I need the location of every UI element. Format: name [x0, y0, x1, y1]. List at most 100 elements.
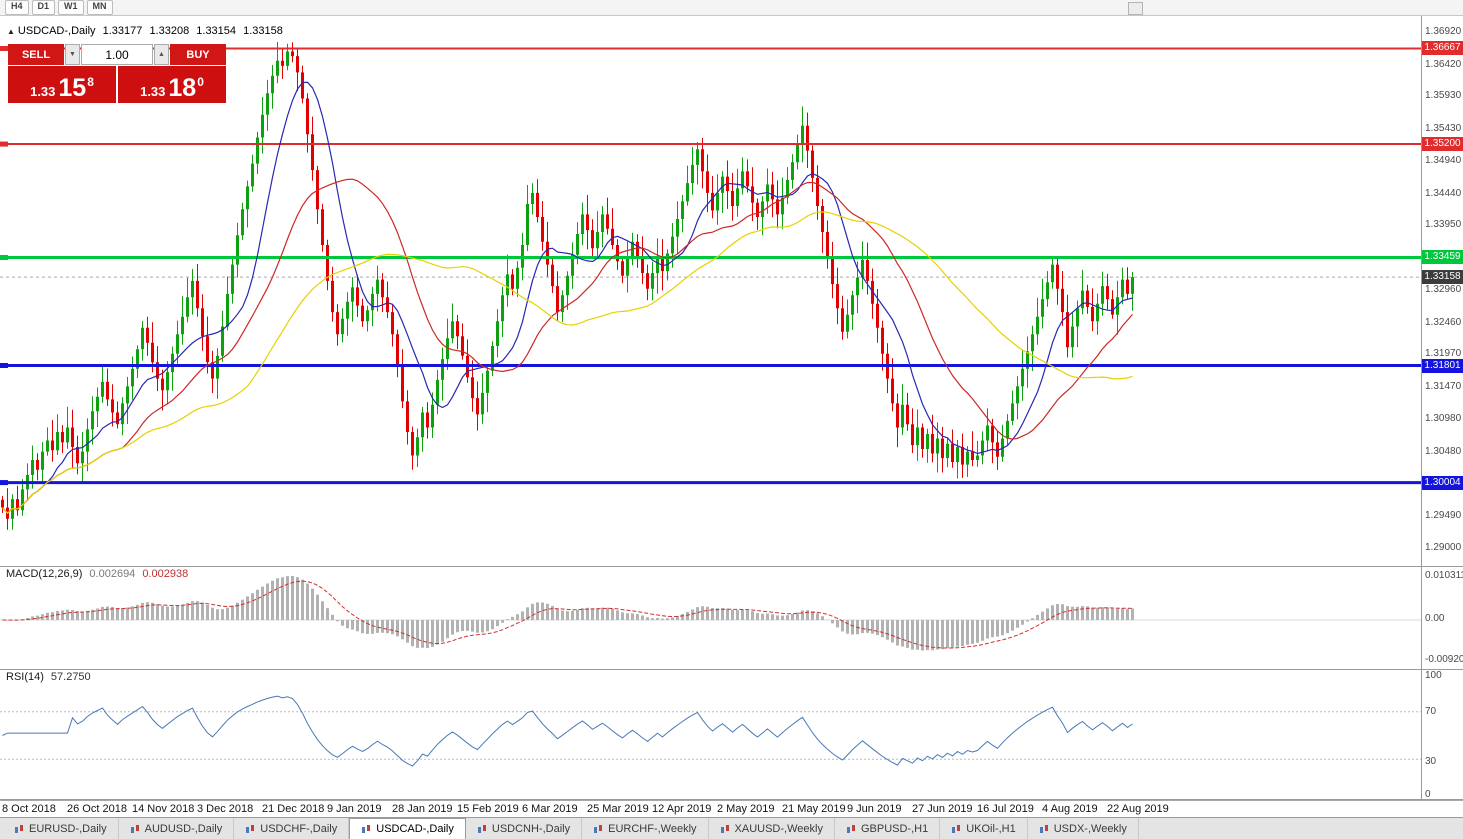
- date-label: 4 Aug 2019: [1042, 803, 1098, 815]
- price-level-flag: 1.35200: [1422, 137, 1463, 151]
- buy-price-main: 1.33: [140, 84, 166, 99]
- buy-price-sup: 0: [197, 75, 204, 89]
- buy-price-pips: 18: [168, 74, 197, 102]
- date-label: 22 Aug 2019: [1107, 803, 1169, 815]
- chart-tab[interactable]: EURUSD-,Daily: [3, 818, 119, 839]
- rsi-panel-label: RSI(14) 57.2750: [6, 671, 91, 683]
- date-label: 25 Mar 2019: [587, 803, 649, 815]
- chart-mini-button[interactable]: [1128, 2, 1143, 15]
- chart-tab[interactable]: UKOil-,H1: [940, 818, 1028, 839]
- macd-histogram: [6, 576, 1134, 651]
- timeframe-button-mn[interactable]: MN: [86, 0, 113, 15]
- price-level-flag: 1.30004: [1422, 476, 1463, 490]
- moving-average-line: [2, 178, 1133, 514]
- date-label: 8 Oct 2018: [2, 803, 56, 815]
- tab-label: EURCHF-,Weekly: [608, 822, 697, 835]
- chart-tab[interactable]: AUDUSD-,Daily: [119, 818, 235, 839]
- timeframe-button-d1[interactable]: D1: [31, 0, 56, 15]
- date-label: 12 Apr 2019: [652, 803, 712, 815]
- price-tick-label: 1.34940: [1425, 155, 1462, 166]
- date-label: 14 Nov 2018: [132, 803, 195, 815]
- date-label: 2 May 2019: [717, 803, 775, 815]
- volume-increase-button[interactable]: ▲: [154, 44, 169, 65]
- price-tick-label: 1.33950: [1425, 219, 1462, 230]
- price-tick-label: 1.32960: [1425, 284, 1462, 295]
- price-level-flag: 1.36667: [1422, 41, 1463, 55]
- tab-label: UKOil-,H1: [966, 822, 1016, 835]
- quote-high: 1.33208: [149, 25, 190, 37]
- chart-icon: ▲: [7, 27, 15, 36]
- volume-input[interactable]: [81, 44, 153, 65]
- sell-button[interactable]: SELL: [8, 44, 64, 65]
- tab-label: AUDUSD-,Daily: [144, 822, 223, 835]
- buy-button[interactable]: BUY: [170, 44, 226, 65]
- tab-chart-icon: [130, 824, 139, 833]
- chart-tab[interactable]: EURCHF-,Weekly: [582, 818, 709, 839]
- chart-title: USDCAD-,Daily: [17, 25, 96, 37]
- chevron-down-icon: ▼: [69, 51, 76, 58]
- quote-open: 1.33177: [102, 25, 143, 37]
- price-tick-label: 1.34440: [1425, 188, 1462, 199]
- tab-label: USDX-,Weekly: [1053, 822, 1127, 835]
- date-label: 9 Jan 2019: [327, 803, 382, 815]
- level-left-marker: [0, 45, 8, 51]
- chart-tab[interactable]: USDCHF-,Daily: [234, 818, 350, 839]
- date-label: 6 Mar 2019: [522, 803, 578, 815]
- rsi-axis-label: 30: [1425, 756, 1437, 767]
- macd-axis-label: 0.010311: [1425, 570, 1463, 581]
- chart-tab[interactable]: USDX-,Weekly: [1028, 818, 1139, 839]
- chart-tab-bar: EURUSD-,Daily AUDUSD-,Daily USDCHF-,Daily U…: [0, 817, 1463, 839]
- chart-tab[interactable]: XAUUSD-,Weekly: [709, 818, 835, 839]
- tab-chart-icon: [362, 825, 371, 833]
- price-tick-label: 1.35930: [1425, 90, 1462, 101]
- date-label: 16 Jul 2019: [977, 803, 1034, 815]
- price-tick-label: 1.36920: [1425, 26, 1462, 37]
- level-left-marker: [0, 254, 8, 260]
- price-level-flag: 1.31801: [1422, 359, 1463, 373]
- tab-label: USDCAD-,Daily: [376, 823, 454, 835]
- date-axis[interactable]: 8 Oct 2018 26 Oct 2018 14 Nov 2018 3 Dec 20…: [0, 800, 1463, 817]
- rsi-axis-label: 70: [1425, 706, 1437, 717]
- rsi-axis-label: 100: [1425, 670, 1442, 681]
- macd-panel-label: MACD(12,26,9) 0.002694 0.002938: [6, 568, 188, 580]
- rsi-value: 57.2750: [50, 671, 91, 683]
- tab-chart-icon: [846, 824, 855, 833]
- quote-close: 1.33158: [243, 25, 283, 37]
- up-candle-wicks: [12, 42, 1133, 530]
- tab-label: GBPUSD-,H1: [860, 822, 929, 835]
- price-tick-label: 1.31470: [1425, 381, 1462, 392]
- date-label: 9 Jun 2019: [847, 803, 902, 815]
- tab-label: USDCHF-,Daily: [260, 822, 338, 835]
- price-tick-label: 1.31970: [1425, 348, 1462, 359]
- sell-price-pips: 15: [58, 74, 87, 102]
- level-left-marker: [0, 480, 8, 486]
- date-label: 27 Jun 2019: [912, 803, 973, 815]
- chart-tab[interactable]: USDCAD-,Daily: [349, 818, 466, 839]
- chart-header: ▲ USDCAD-,Daily 1.33177 1.33208 1.33154 1…: [7, 25, 287, 37]
- sell-price-display[interactable]: 1.33 15 8: [8, 66, 116, 103]
- macd-axis-label: -0.009203: [1425, 654, 1463, 665]
- timeframe-button-w1[interactable]: W1: [58, 0, 84, 15]
- macd-axis-label: 0.00: [1425, 613, 1445, 624]
- chart-tab[interactable]: GBPUSD-,H1: [835, 818, 941, 839]
- current-price-flag: 1.33158: [1422, 270, 1463, 284]
- price-tick-label: 1.29000: [1425, 542, 1462, 553]
- price-tick-label: 1.36420: [1425, 59, 1462, 70]
- timeframe-button-h4[interactable]: H4: [5, 0, 29, 15]
- tab-chart-icon: [952, 824, 961, 833]
- tab-chart-icon: [1039, 824, 1048, 833]
- chart-tab[interactable]: USDCNH-,Daily: [466, 818, 583, 839]
- tab-label: EURUSD-,Daily: [29, 822, 107, 835]
- volume-decrease-button[interactable]: ▼: [65, 44, 80, 65]
- macd-signal-line: [2, 580, 1133, 649]
- buy-price-display[interactable]: 1.33 18 0: [118, 66, 226, 103]
- price-tick-label: 1.30480: [1425, 446, 1462, 457]
- candlestick-chart[interactable]: [0, 16, 1463, 800]
- price-tick-label: 1.29490: [1425, 510, 1462, 521]
- tab-chart-icon: [15, 824, 23, 833]
- level-left-marker: [0, 141, 8, 147]
- date-label: 26 Oct 2018: [67, 803, 127, 815]
- date-label: 3 Dec 2018: [197, 803, 254, 815]
